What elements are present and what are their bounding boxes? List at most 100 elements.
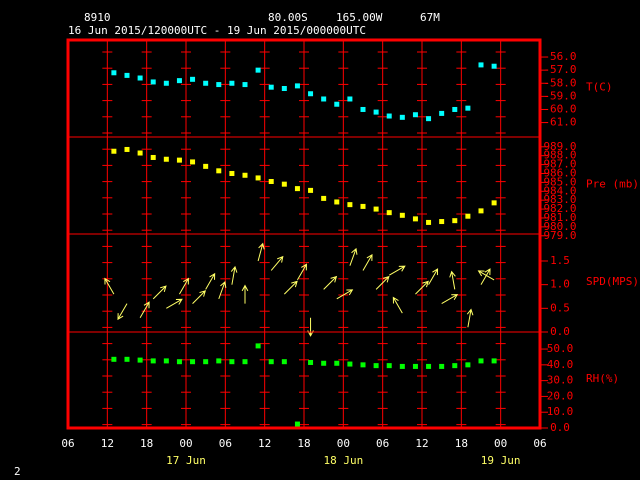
data-point bbox=[426, 219, 432, 225]
data-point bbox=[268, 178, 274, 184]
data-point bbox=[268, 84, 274, 90]
y-tick-label: 980.0 bbox=[543, 220, 576, 233]
data-point bbox=[229, 80, 235, 86]
y-tick-label: 1.0 bbox=[550, 278, 570, 291]
data-point bbox=[294, 421, 300, 427]
data-point bbox=[229, 170, 235, 176]
data-point bbox=[242, 82, 248, 88]
data-point bbox=[347, 361, 353, 367]
x-tick-label: 12 bbox=[415, 437, 428, 450]
data-point bbox=[203, 163, 209, 169]
data-point bbox=[268, 359, 274, 365]
data-point bbox=[190, 76, 196, 82]
y-tick-label: -61.0 bbox=[543, 116, 576, 129]
data-point bbox=[150, 154, 156, 160]
wind-arrow bbox=[117, 303, 128, 321]
data-point bbox=[465, 213, 471, 219]
data-point bbox=[439, 363, 445, 369]
data-point bbox=[308, 359, 314, 365]
y-tick-label: 984.0 bbox=[543, 184, 576, 197]
data-point bbox=[255, 67, 261, 73]
y-tick-label: -57.0 bbox=[543, 63, 576, 76]
wind-arrow bbox=[205, 272, 216, 290]
data-point bbox=[111, 70, 117, 76]
wind-arrow bbox=[336, 289, 354, 300]
x-tick-label: 18 bbox=[140, 437, 153, 450]
wind-arrow bbox=[441, 294, 459, 305]
wind-arrow bbox=[218, 280, 227, 300]
longitude: 165.00W bbox=[336, 11, 383, 24]
y-tick-label: 981.0 bbox=[543, 211, 576, 224]
wind-arrow bbox=[270, 255, 284, 271]
wind-arrow bbox=[375, 275, 390, 290]
data-point bbox=[203, 80, 209, 86]
y-tick-label: 10.0 bbox=[547, 405, 574, 418]
data-point bbox=[294, 83, 300, 89]
axis-label: SPD(MPS) bbox=[586, 275, 639, 288]
data-point bbox=[281, 86, 287, 91]
wind-arrow bbox=[257, 242, 265, 262]
data-point bbox=[412, 363, 418, 369]
date-label: 18 Jun bbox=[323, 454, 363, 467]
data-point bbox=[426, 363, 432, 369]
wind-arrow bbox=[415, 280, 429, 295]
y-tick-label: 979.0 bbox=[543, 229, 576, 242]
data-point bbox=[412, 112, 418, 118]
y-tick-label: 0.5 bbox=[550, 301, 570, 314]
y-tick-label: -60.0 bbox=[543, 102, 576, 115]
y-tick-label: -56.0 bbox=[543, 50, 576, 63]
data-point bbox=[308, 91, 314, 97]
wind-arrow bbox=[104, 277, 115, 295]
data-point bbox=[439, 110, 445, 116]
x-tick-label: 12 bbox=[101, 437, 114, 450]
y-tick-label: 986.0 bbox=[543, 166, 576, 179]
date-label: 19 Jun bbox=[481, 454, 521, 467]
wind-arrow bbox=[230, 265, 238, 285]
data-point bbox=[163, 358, 169, 364]
y-tick-label: -58.0 bbox=[543, 76, 576, 89]
data-point bbox=[216, 82, 222, 88]
wind-arrow bbox=[152, 285, 167, 300]
wind-arrow bbox=[283, 280, 298, 295]
x-tick-label: 06 bbox=[219, 437, 232, 450]
data-point bbox=[491, 200, 497, 206]
x-tick-label: 12 bbox=[258, 437, 271, 450]
data-point bbox=[216, 358, 222, 364]
wind-arrow bbox=[392, 296, 403, 314]
data-point bbox=[452, 218, 458, 224]
data-point bbox=[478, 62, 484, 68]
axis-label: Pre (mb) bbox=[586, 178, 639, 191]
x-tick-label: 00 bbox=[179, 437, 192, 450]
data-point bbox=[294, 186, 300, 192]
data-point bbox=[124, 356, 130, 362]
data-point bbox=[386, 210, 392, 216]
elevation: 67M bbox=[420, 11, 440, 24]
data-point bbox=[412, 216, 418, 222]
data-point bbox=[203, 359, 209, 365]
wind-arrow bbox=[323, 275, 338, 290]
data-point bbox=[137, 357, 143, 363]
data-point bbox=[452, 363, 458, 369]
data-point bbox=[163, 80, 169, 86]
wind-arrow bbox=[241, 284, 249, 304]
data-point bbox=[373, 206, 379, 212]
wind-arrow bbox=[480, 268, 491, 285]
data-point bbox=[124, 72, 130, 78]
y-tick-label: 40.0 bbox=[547, 358, 574, 371]
data-point bbox=[190, 359, 196, 365]
data-point bbox=[360, 203, 366, 209]
y-tick-label: 1.5 bbox=[550, 254, 570, 267]
page-number: 2 bbox=[14, 465, 21, 478]
data-point bbox=[491, 63, 497, 69]
data-point bbox=[176, 157, 182, 163]
x-tick-label: 06 bbox=[61, 437, 74, 450]
data-point bbox=[347, 96, 353, 102]
wind-arrow bbox=[449, 270, 456, 290]
x-tick-label: 06 bbox=[533, 437, 546, 450]
y-tick-label: 982.0 bbox=[543, 202, 576, 215]
wind-arrow bbox=[477, 270, 495, 281]
data-point bbox=[360, 362, 366, 368]
data-point bbox=[426, 116, 432, 122]
data-point bbox=[334, 199, 340, 205]
wind-arrow bbox=[428, 268, 439, 285]
